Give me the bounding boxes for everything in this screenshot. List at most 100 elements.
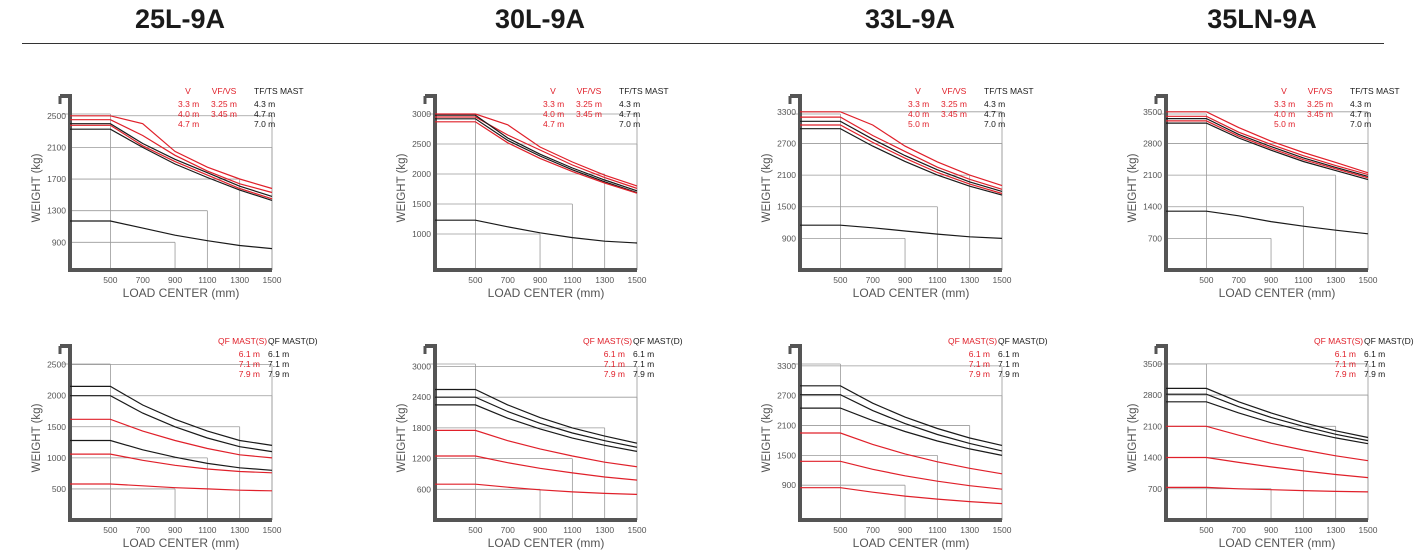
y-tick-label: 2000 <box>412 169 431 179</box>
legend-entry: 3.25 m <box>941 99 967 109</box>
legend-entry: 7.0 m <box>1350 119 1371 129</box>
x-axis-label: LOAD CENTER (mm) <box>488 536 605 550</box>
y-tick-label: 1500 <box>777 202 796 212</box>
load-chart-2: 1000 1500 2000 2500 3000 500 700 900 1100 1300 150… <box>396 86 669 300</box>
legend-header: TF/TS MAST <box>254 86 304 96</box>
grid <box>1158 363 1369 520</box>
y-tick-label: 3000 <box>412 109 431 119</box>
x-tick-label: 1500 <box>628 525 647 535</box>
x-tick-label: 1100 <box>1294 275 1313 285</box>
series-line-5 <box>435 121 638 194</box>
legend-entry: 3.3 m <box>543 99 564 109</box>
legend-header: V <box>185 86 191 96</box>
series-line-3 <box>1166 401 1369 445</box>
x-tick-label: 1300 <box>595 275 614 285</box>
legend-entry: 3.3 m <box>1274 99 1295 109</box>
y-tick-label: 900 <box>782 233 796 243</box>
y-tick-label: 2500 <box>412 139 431 149</box>
y-axis-label: WEIGHT (kg) <box>761 153 773 222</box>
series-line-1 <box>435 113 638 187</box>
y-tick-label: 2500 <box>47 360 66 370</box>
series-line-5 <box>435 455 638 481</box>
series-line-2 <box>70 119 273 194</box>
x-tick-label: 1100 <box>928 525 947 535</box>
legend-entry: 3.25 m <box>576 99 602 109</box>
legend: QF MAST(S) QF MAST(D)6.1 m 6.1 m7.1 m 7.1 m… <box>218 336 318 379</box>
x-tick-label: 1100 <box>1294 525 1313 535</box>
legend-header: TF/TS MAST <box>1350 86 1400 96</box>
series-line-2 <box>1166 115 1369 176</box>
x-tick-label: 700 <box>136 275 150 285</box>
legend-header: QF MAST(S) <box>948 336 997 346</box>
x-tick-label: 1100 <box>563 525 582 535</box>
x-tick-label: 1300 <box>1326 525 1345 535</box>
legend-entry: 7.9 m <box>1364 369 1385 379</box>
x-tick-label: 1100 <box>563 275 582 285</box>
x-tick-label: 1300 <box>960 275 979 285</box>
legend: QF MAST(S) QF MAST(D)6.1 m 6.1 m7.1 m 7.1 m… <box>1314 336 1414 379</box>
series-line-1 <box>800 111 1003 187</box>
y-tick-label: 3300 <box>777 361 796 371</box>
series-line-3 <box>1166 118 1369 177</box>
legend-header: QF MAST(D) <box>998 336 1048 346</box>
series-line-4 <box>800 432 1003 475</box>
x-tick-label: 1100 <box>198 275 217 285</box>
series-line-4 <box>70 439 273 471</box>
legend-entry: 6.1 m <box>1364 349 1385 359</box>
legend-entry: 7.1 m <box>1335 359 1356 369</box>
y-tick-label: 1500 <box>777 450 796 460</box>
series-line-1 <box>1166 387 1369 439</box>
series-line-2 <box>435 396 638 448</box>
grid <box>427 113 638 270</box>
legend-entry: 4.3 m <box>984 99 1005 109</box>
x-tick-label: 1500 <box>263 525 282 535</box>
legend-header: TF/TS MAST <box>984 86 1034 96</box>
legend-entry: 3.3 m <box>908 99 929 109</box>
y-tick-label: 1500 <box>412 199 431 209</box>
y-tick-label: 2100 <box>1143 170 1162 180</box>
y-tick-label: 600 <box>417 484 431 494</box>
legend-entry: 7.9 m <box>239 369 260 379</box>
legend-entry: 7.9 m <box>1335 369 1356 379</box>
legend-entry: 4.7 m <box>619 109 640 119</box>
x-tick-label: 1300 <box>230 275 249 285</box>
legend-entry: 6.1 m <box>604 349 625 359</box>
legend-entry: 4.7 m <box>543 119 564 129</box>
x-tick-label: 700 <box>501 525 515 535</box>
y-tick-label: 2500 <box>47 111 66 121</box>
legend-header: QF MAST(D) <box>633 336 683 346</box>
y-tick-label: 1000 <box>412 229 431 239</box>
x-tick-label: 1100 <box>928 275 947 285</box>
x-tick-label: 900 <box>168 275 182 285</box>
legend: V VF/VS TF/TS MAST 3.3 m 3.25 m 4.3 m 4.0 m 3.4… <box>1274 86 1400 129</box>
x-tick-label: 900 <box>533 275 547 285</box>
x-tick-label: 900 <box>168 525 182 535</box>
legend-entry: 7.1 m <box>268 359 289 369</box>
x-tick-label: 1300 <box>1326 275 1345 285</box>
y-tick-label: 2400 <box>412 392 431 402</box>
series-line-1 <box>435 388 638 444</box>
legend-entry: 4.7 m <box>984 109 1005 119</box>
y-tick-label: 2100 <box>777 421 796 431</box>
legend-entry: 3.45 m <box>576 109 602 119</box>
y-tick-label: 2700 <box>777 138 796 148</box>
y-axis-label: WEIGHT (kg) <box>31 153 43 222</box>
series-line-5 <box>800 460 1003 490</box>
series-line-1 <box>70 385 273 446</box>
x-tick-label: 500 <box>103 275 117 285</box>
x-tick-label: 700 <box>866 525 880 535</box>
load-chart-8: 700 1400 2100 2800 3500 500 700 900 1100 1300 1500… <box>1127 336 1414 550</box>
legend-entry: 3.45 m <box>211 109 237 119</box>
legend-entry: 7.1 m <box>239 359 260 369</box>
x-tick-label: 1500 <box>1359 525 1378 535</box>
series-line-5 <box>1166 122 1369 181</box>
y-tick-label: 1000 <box>47 453 66 463</box>
y-tick-label: 1200 <box>412 454 431 464</box>
legend-header: VF/VS <box>1308 86 1333 96</box>
legend-header: QF MAST(S) <box>218 336 267 346</box>
legend-entry: 6.1 m <box>969 349 990 359</box>
legend-entry: 3.25 m <box>211 99 237 109</box>
y-tick-label: 3500 <box>1143 359 1162 369</box>
x-tick-label: 1300 <box>960 525 979 535</box>
